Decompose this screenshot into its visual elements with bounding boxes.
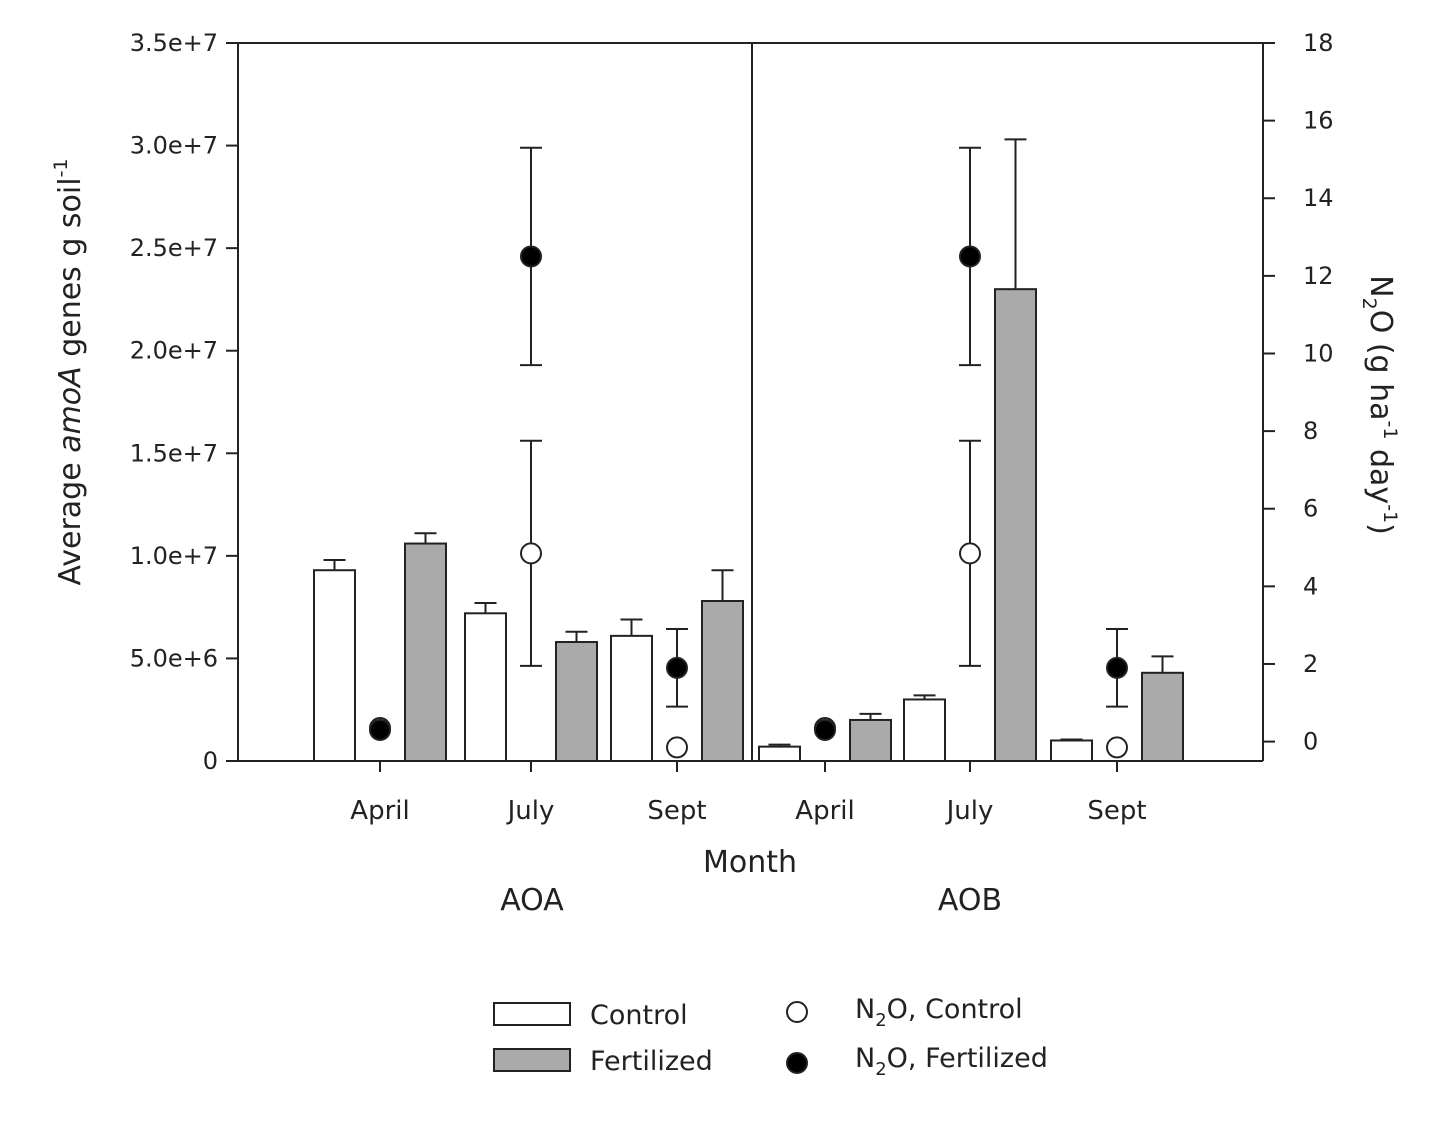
bar-fertilized-5 (1141, 671, 1184, 762)
bar-fertilized-1 (555, 641, 598, 763)
y-right-tick-label-1: 2 (1303, 650, 1318, 678)
x-axis-title: Month (703, 845, 797, 880)
legend-swatch-control (493, 1002, 571, 1026)
legend-marker-n2o-control (786, 1001, 808, 1023)
points-layer (369, 146, 1128, 759)
legend: Control Fertilized N2O, Control N2O, Fer… (493, 994, 1048, 1080)
y-axis-title-right-d: ) (1363, 523, 1398, 535)
legend-n2o-control-sub: 2 (875, 1010, 886, 1031)
bar-control-1 (464, 612, 507, 762)
bar-fertilized-4 (994, 288, 1037, 762)
ticks-layer: 0 5.0e+6 1.0e+7 1.5e+7 2.0e+7 2.5e+7 3.0e+7 3.5… (130, 29, 1334, 826)
y-axis-title-left: Average amoA genes g soil-1 (50, 158, 88, 585)
x-tick-label-2: Sept (647, 796, 706, 826)
legend-label-n2o-fertilized: N2O, Fertilized (855, 1043, 1048, 1080)
bar-control-2 (610, 634, 653, 762)
legend-marker-n2o-fertilized (786, 1052, 808, 1074)
group-label-aoa: AOA (500, 883, 564, 918)
legend-label-n2o-control: N2O, Control (855, 994, 1023, 1031)
y-right-tick-label-8: 16 (1303, 107, 1334, 135)
point-n2o-control-4 (959, 542, 981, 565)
y-left-tick-label-6: 3.0e+7 (130, 132, 218, 160)
legend-n2o-fertilized-sub: 2 (875, 1059, 886, 1080)
legend-label-fertilized-text: Fertilized (590, 1046, 713, 1077)
y-left-tick-label-3: 1.5e+7 (130, 439, 218, 467)
point-n2o-control-5 (1106, 736, 1128, 759)
bar-control-0 (313, 569, 356, 763)
point-n2o-fertilized-3 (814, 718, 836, 741)
y-axis-title-right: N2O (g ha-1 day-1) (1358, 275, 1401, 535)
bar-fertilized-2 (701, 599, 744, 763)
legend-n2o-fertilized-pre: N (855, 1043, 875, 1074)
y-left-tick-label-1: 5.0e+6 (130, 644, 218, 672)
y-right-tick-label-5: 10 (1303, 339, 1334, 367)
bars-layer (313, 138, 1184, 763)
x-tick-label-0: April (350, 796, 409, 826)
y-right-tick-label-0: 0 (1303, 728, 1318, 756)
y-right-tick-label-4: 8 (1303, 417, 1318, 445)
y-axis-title-right-a: N (1363, 275, 1398, 297)
x-tick-label-1: July (506, 796, 555, 826)
y-right-tick-label-3: 6 (1303, 495, 1318, 523)
plot-frame (237, 42, 1264, 762)
legend-label-fertilized: Fertilized (590, 1046, 713, 1077)
x-tick-label-5: Sept (1087, 796, 1146, 826)
bar-fertilized-0 (404, 542, 447, 763)
legend-n2o-control-post: O, Control (887, 994, 1023, 1025)
y-right-tick-label-9: 18 (1303, 29, 1334, 57)
y-axis-title-right-b: O (g ha (1363, 310, 1398, 421)
point-n2o-control-1 (520, 542, 542, 565)
y-right-tick-label-7: 14 (1303, 184, 1334, 212)
y-right-tick-label-2: 4 (1303, 572, 1318, 600)
legend-label-control-text: Control (590, 1000, 688, 1031)
y-axis-title-left-post: genes g soil (53, 177, 88, 366)
y-left-tick-label-7: 3.5e+7 (130, 29, 218, 57)
point-n2o-fertilized-1 (520, 245, 542, 268)
y-axis-title-right-b-sup: -1 (1379, 421, 1401, 440)
x-tick-label-3: April (795, 796, 854, 826)
bar-control-4 (903, 698, 946, 763)
legend-swatch-fertilized (493, 1048, 571, 1072)
y-right-tick-label-6: 12 (1303, 262, 1334, 290)
y-left-tick-label-0: 0 (203, 747, 218, 775)
y-axis-title-right-c: day (1363, 439, 1398, 504)
y-axis-title-left-italic: amoA (53, 366, 88, 452)
legend-n2o-fertilized-post: O, Fertilized (887, 1043, 1048, 1074)
y-axis-title-left-sup: -1 (50, 158, 72, 177)
bar-fertilized-3 (849, 718, 892, 763)
point-n2o-control-2 (666, 736, 688, 759)
y-left-tick-label-2: 1.0e+7 (130, 542, 218, 570)
point-n2o-fertilized-5 (1106, 656, 1128, 679)
point-n2o-fertilized-2 (666, 656, 688, 679)
group-label-aob: AOB (938, 883, 1002, 918)
y-left-tick-label-5: 2.5e+7 (130, 234, 218, 262)
y-axis-title-right-a-sub: 2 (1358, 298, 1380, 310)
point-n2o-fertilized-0 (369, 718, 391, 741)
y-left-tick-label-4: 2.0e+7 (130, 337, 218, 365)
legend-n2o-control-pre: N (855, 994, 875, 1025)
y-axis-title-right-c-sup: -1 (1379, 504, 1401, 523)
bar-control-3 (758, 745, 801, 763)
point-n2o-fertilized-4 (959, 245, 981, 268)
bar-control-5 (1050, 739, 1093, 763)
legend-label-control: Control (590, 1000, 688, 1031)
x-tick-label-4: July (945, 796, 994, 826)
y-axis-title-left-pre: Average (53, 453, 88, 586)
